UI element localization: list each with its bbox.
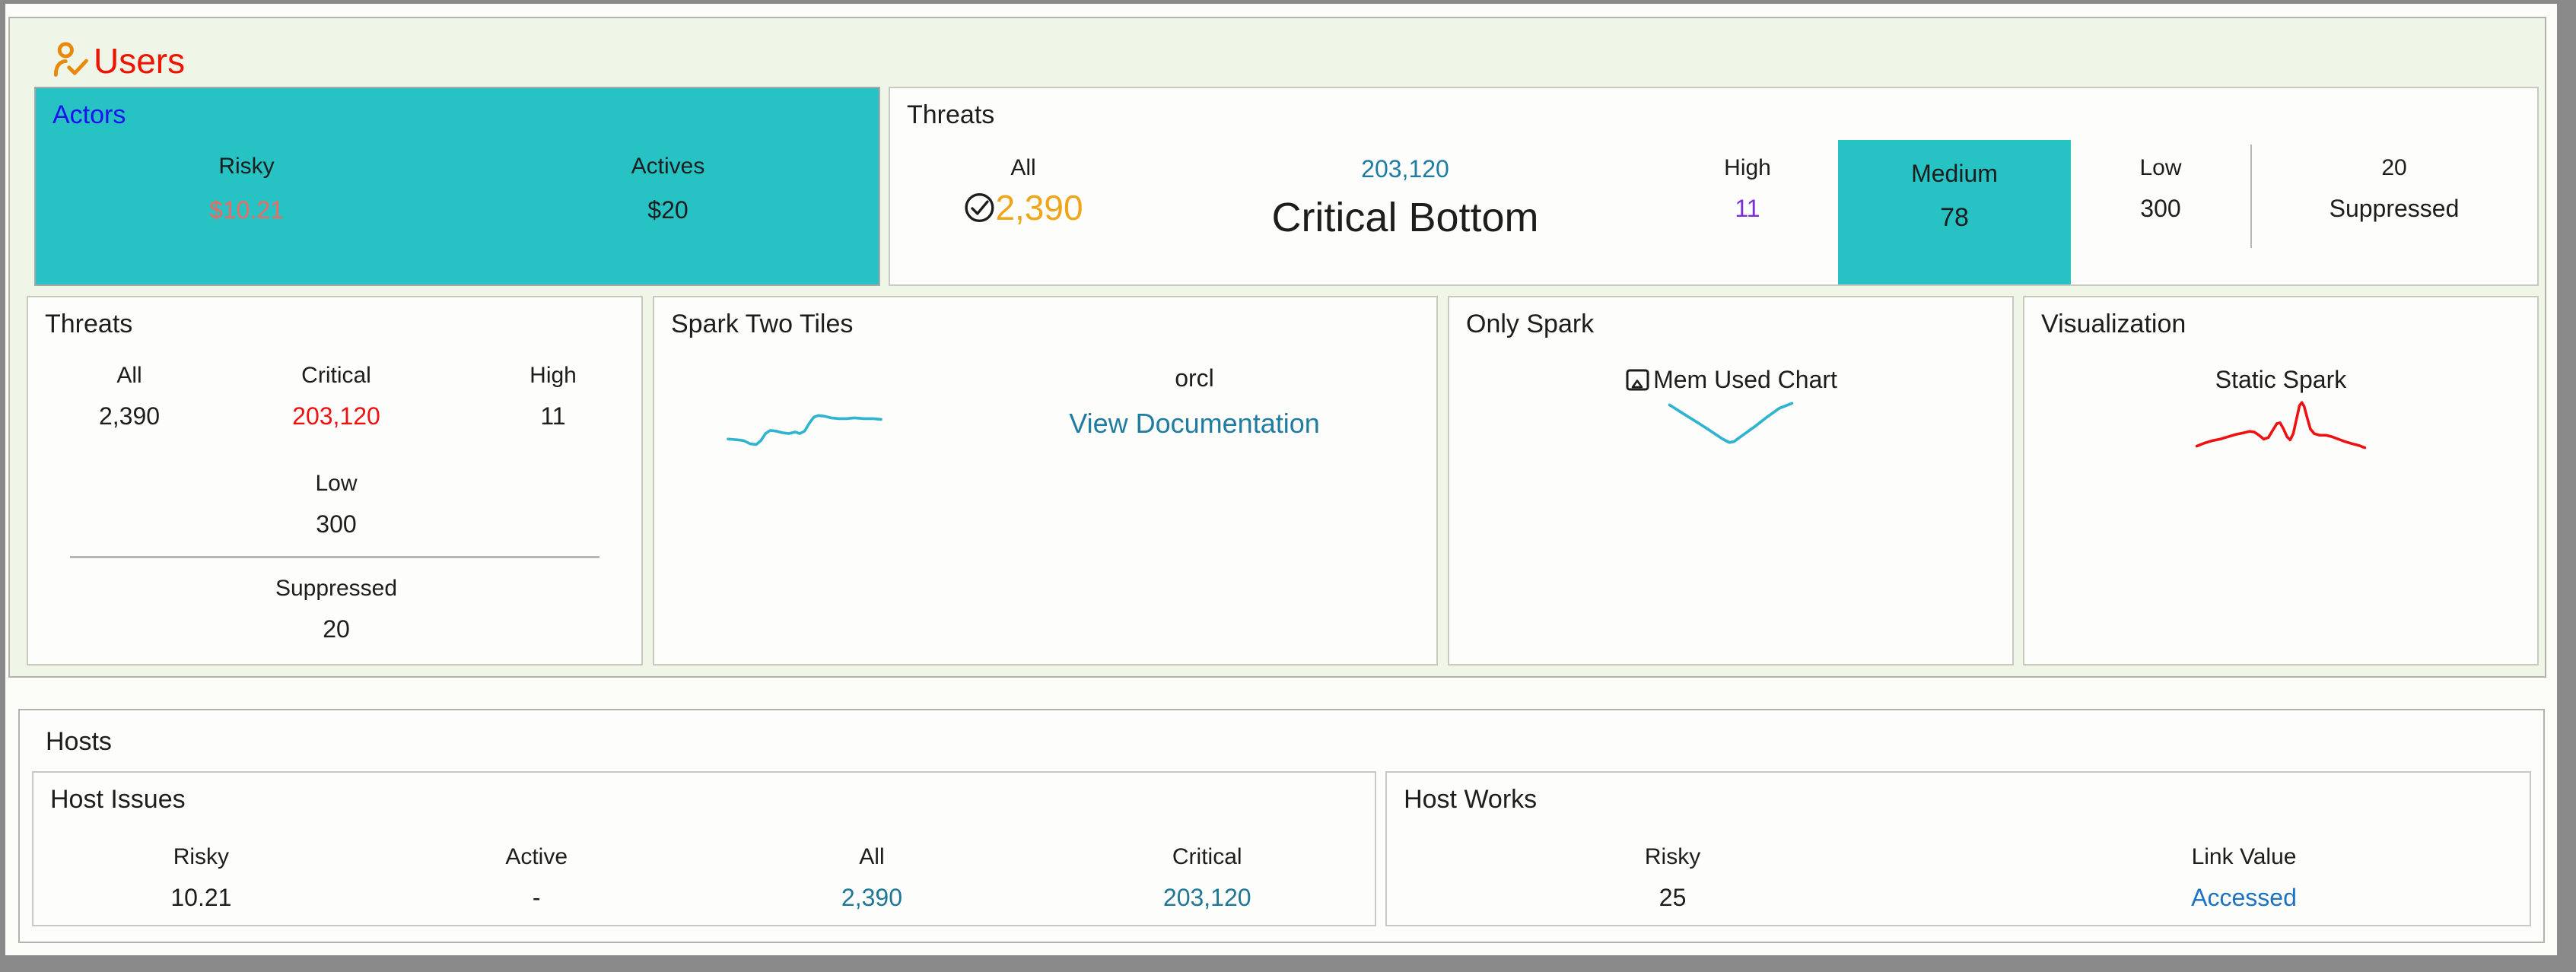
view-documentation-link[interactable]: View Documentation: [1069, 408, 1320, 439]
all-label: All: [1010, 155, 1036, 180]
threats-detail-tile[interactable]: Threats All 2,390 Critical 203,120 High …: [27, 296, 643, 665]
risky-value: 10.21: [170, 884, 232, 911]
threats-all-kpi: All 2,390: [963, 155, 1083, 228]
vertical-divider: [2250, 145, 2252, 248]
threats-low-kpi: Low 300: [2139, 155, 2181, 223]
threats2-all-kpi: All 2,390: [99, 363, 160, 430]
threats-critical-kpi: 203,120 Critical Bottom: [1271, 155, 1538, 241]
risky-value: $10.21: [209, 196, 284, 224]
suppressed-label: Suppressed: [2329, 195, 2460, 222]
low-value: 300: [2140, 195, 2181, 222]
low-label: Low: [2139, 155, 2182, 180]
check-circle-icon: [963, 192, 995, 224]
medium-value: 78: [1940, 203, 1969, 232]
dashboard-page: Users Actors Risky $10.21 Actives $20 Th…: [5, 4, 2557, 955]
users-section-title: Users: [94, 41, 186, 81]
host-active-kpi: Active -: [369, 844, 704, 912]
critical-count-link[interactable]: 203,120: [1361, 155, 1449, 183]
threats-high-kpi: High 11: [1724, 155, 1771, 223]
risky-label: Risky: [173, 844, 230, 869]
low-label: Low: [315, 471, 358, 496]
host-risky-kpi: Risky 10.21: [33, 844, 369, 912]
host-all-kpi: All 2,390: [704, 844, 1040, 912]
threats2-critical-kpi: Critical 203,120: [292, 363, 380, 430]
threats2-suppressed-kpi: Suppressed 20: [275, 576, 397, 643]
suppressed-value: 20: [2381, 155, 2407, 180]
actives-value: $20: [647, 196, 689, 224]
host-works-tile[interactable]: Host Works Risky 25 Link Value Accessed: [1385, 771, 2531, 926]
high-label: High: [1724, 155, 1771, 180]
hosts-tiles-row: Host Issues Risky 10.21 Active - All 2,3…: [32, 771, 2531, 926]
high-value: 11: [540, 402, 566, 430]
hosts-section: Hosts Host Issues Risky 10.21 Active - A…: [18, 709, 2545, 943]
visualization-tile[interactable]: Visualization Static Spark: [2023, 296, 2539, 665]
static-sparkline-chart: [2195, 401, 2367, 449]
image-chart-icon: [1624, 367, 1652, 394]
all-count-link[interactable]: 2,390: [841, 884, 902, 911]
threats-suppressed-kpi: 20 Suppressed: [2330, 155, 2460, 223]
spark-two-tiles-title: Spark Two Tiles: [671, 310, 854, 338]
risky-value: 25: [1658, 884, 1687, 911]
host-works-title: Host Works: [1404, 785, 1538, 814]
all-value: 2,390: [98, 402, 161, 430]
critical-label: Critical: [301, 363, 371, 388]
host-works-kpis: Risky 25 Link Value Accessed: [1387, 844, 2530, 912]
spark-two-info: orcl View Documentation: [981, 364, 1407, 440]
host-issues-tile[interactable]: Host Issues Risky 10.21 Active - All 2,3…: [32, 771, 1377, 926]
static-spark-label: Static Spark: [2215, 366, 2347, 393]
user-check-icon: [52, 41, 92, 81]
all-value: 2,390: [995, 188, 1083, 227]
actors-actives-kpi: Actives $20: [457, 154, 879, 224]
threats-medium-kpi[interactable]: Medium 78: [1838, 140, 2071, 284]
actors-tile[interactable]: Actors Risky $10.21 Actives $20: [34, 87, 880, 286]
low-value: 300: [316, 510, 357, 538]
threats-summary-title: Threats: [907, 100, 995, 129]
spark-two-tiles[interactable]: Spark Two Tiles orcl View Documentation: [653, 296, 1438, 665]
actives-label: Actives: [631, 154, 705, 179]
only-spark-tile[interactable]: Only Spark Mem Used Chart: [1448, 296, 2014, 665]
risky-label: Risky: [218, 154, 275, 179]
active-value: -: [532, 884, 541, 911]
high-label: High: [530, 363, 577, 388]
threats-summary-tile[interactable]: Threats All 2,390 203,120 Critical Botto…: [889, 87, 2539, 286]
users-header: Users: [52, 41, 185, 81]
only-spark-title: Only Spark: [1466, 310, 1595, 338]
critical-value: 203,120: [292, 402, 380, 430]
mem-used-chart-header: Mem Used Chart: [1449, 366, 2012, 394]
critical-bottom-label: Critical Bottom: [1271, 195, 1539, 240]
actors-kpis: Risky $10.21 Actives $20: [36, 154, 879, 224]
accessed-link[interactable]: Accessed: [2191, 884, 2297, 911]
high-value: 11: [1735, 195, 1760, 222]
critical-label: Critical: [1172, 844, 1242, 869]
active-label: Active: [505, 844, 568, 869]
mem-used-chart-label: Mem Used Chart: [1653, 366, 1837, 393]
all-label: All: [116, 363, 142, 388]
suppressed-value: 20: [323, 615, 350, 643]
medium-label: Medium: [1911, 160, 1998, 187]
threats2-low-kpi: Low 300: [315, 471, 357, 538]
rising-sparkline-chart: [727, 414, 883, 446]
threats2-high-kpi: High 11: [530, 363, 577, 430]
host-critical-kpi: Critical 203,120: [1039, 844, 1375, 912]
horizontal-divider: [70, 556, 599, 558]
host-issues-title: Host Issues: [50, 785, 186, 814]
suppressed-label: Suppressed: [275, 576, 398, 601]
users-section: Users Actors Risky $10.21 Actives $20 Th…: [8, 17, 2546, 678]
host-issues-kpis: Risky 10.21 Active - All 2,390 Critical …: [33, 844, 1375, 912]
all-label: All: [859, 844, 885, 869]
risky-label: Risky: [1644, 844, 1701, 869]
actors-tile-title: Actors: [52, 100, 126, 129]
works-link-kpi: Link Value Accessed: [1958, 844, 2530, 912]
instance-name: orcl: [1175, 364, 1214, 392]
hosts-section-title: Hosts: [46, 727, 112, 756]
critical-count-link[interactable]: 203,120: [1162, 884, 1251, 911]
works-risky-kpi: Risky 25: [1387, 844, 1958, 912]
link-value-label: Link Value: [2191, 844, 2297, 869]
v-shape-sparkline-chart: [1668, 402, 1794, 444]
threats-detail-title: Threats: [45, 310, 133, 338]
actors-risky-kpi: Risky $10.21: [36, 154, 457, 224]
visualization-title: Visualization: [2041, 310, 2186, 338]
